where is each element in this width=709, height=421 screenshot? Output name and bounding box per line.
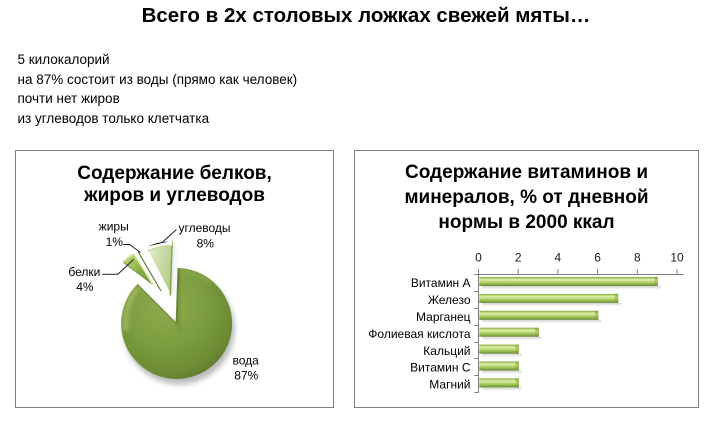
svg-text:6: 6 — [594, 251, 601, 265]
svg-text:Магний: Магний — [429, 378, 470, 392]
svg-text:Витамин А: Витамин А — [411, 276, 471, 290]
svg-text:2: 2 — [515, 251, 522, 265]
svg-text:1%: 1% — [106, 235, 124, 249]
svg-text:87%: 87% — [234, 369, 258, 383]
svg-text:Фолиевая кислота: Фолиевая кислота — [368, 327, 471, 341]
svg-text:0: 0 — [475, 251, 482, 265]
svg-text:Витамин С: Витамин С — [410, 361, 471, 375]
svg-text:8: 8 — [634, 251, 641, 265]
svg-text:10: 10 — [670, 251, 684, 265]
svg-text:углеводы: углеводы — [178, 221, 230, 235]
svg-text:Марганец: Марганец — [416, 310, 471, 324]
svg-text:4: 4 — [555, 251, 562, 265]
svg-text:Железо: Железо — [428, 293, 471, 307]
svg-text:Кальций: Кальций — [423, 344, 470, 358]
svg-text:вода: вода — [233, 353, 260, 367]
svg-text:4%: 4% — [76, 280, 94, 294]
svg-text:жиры: жиры — [99, 220, 129, 234]
svg-text:8%: 8% — [197, 237, 215, 251]
svg-text:белки: белки — [68, 265, 100, 279]
